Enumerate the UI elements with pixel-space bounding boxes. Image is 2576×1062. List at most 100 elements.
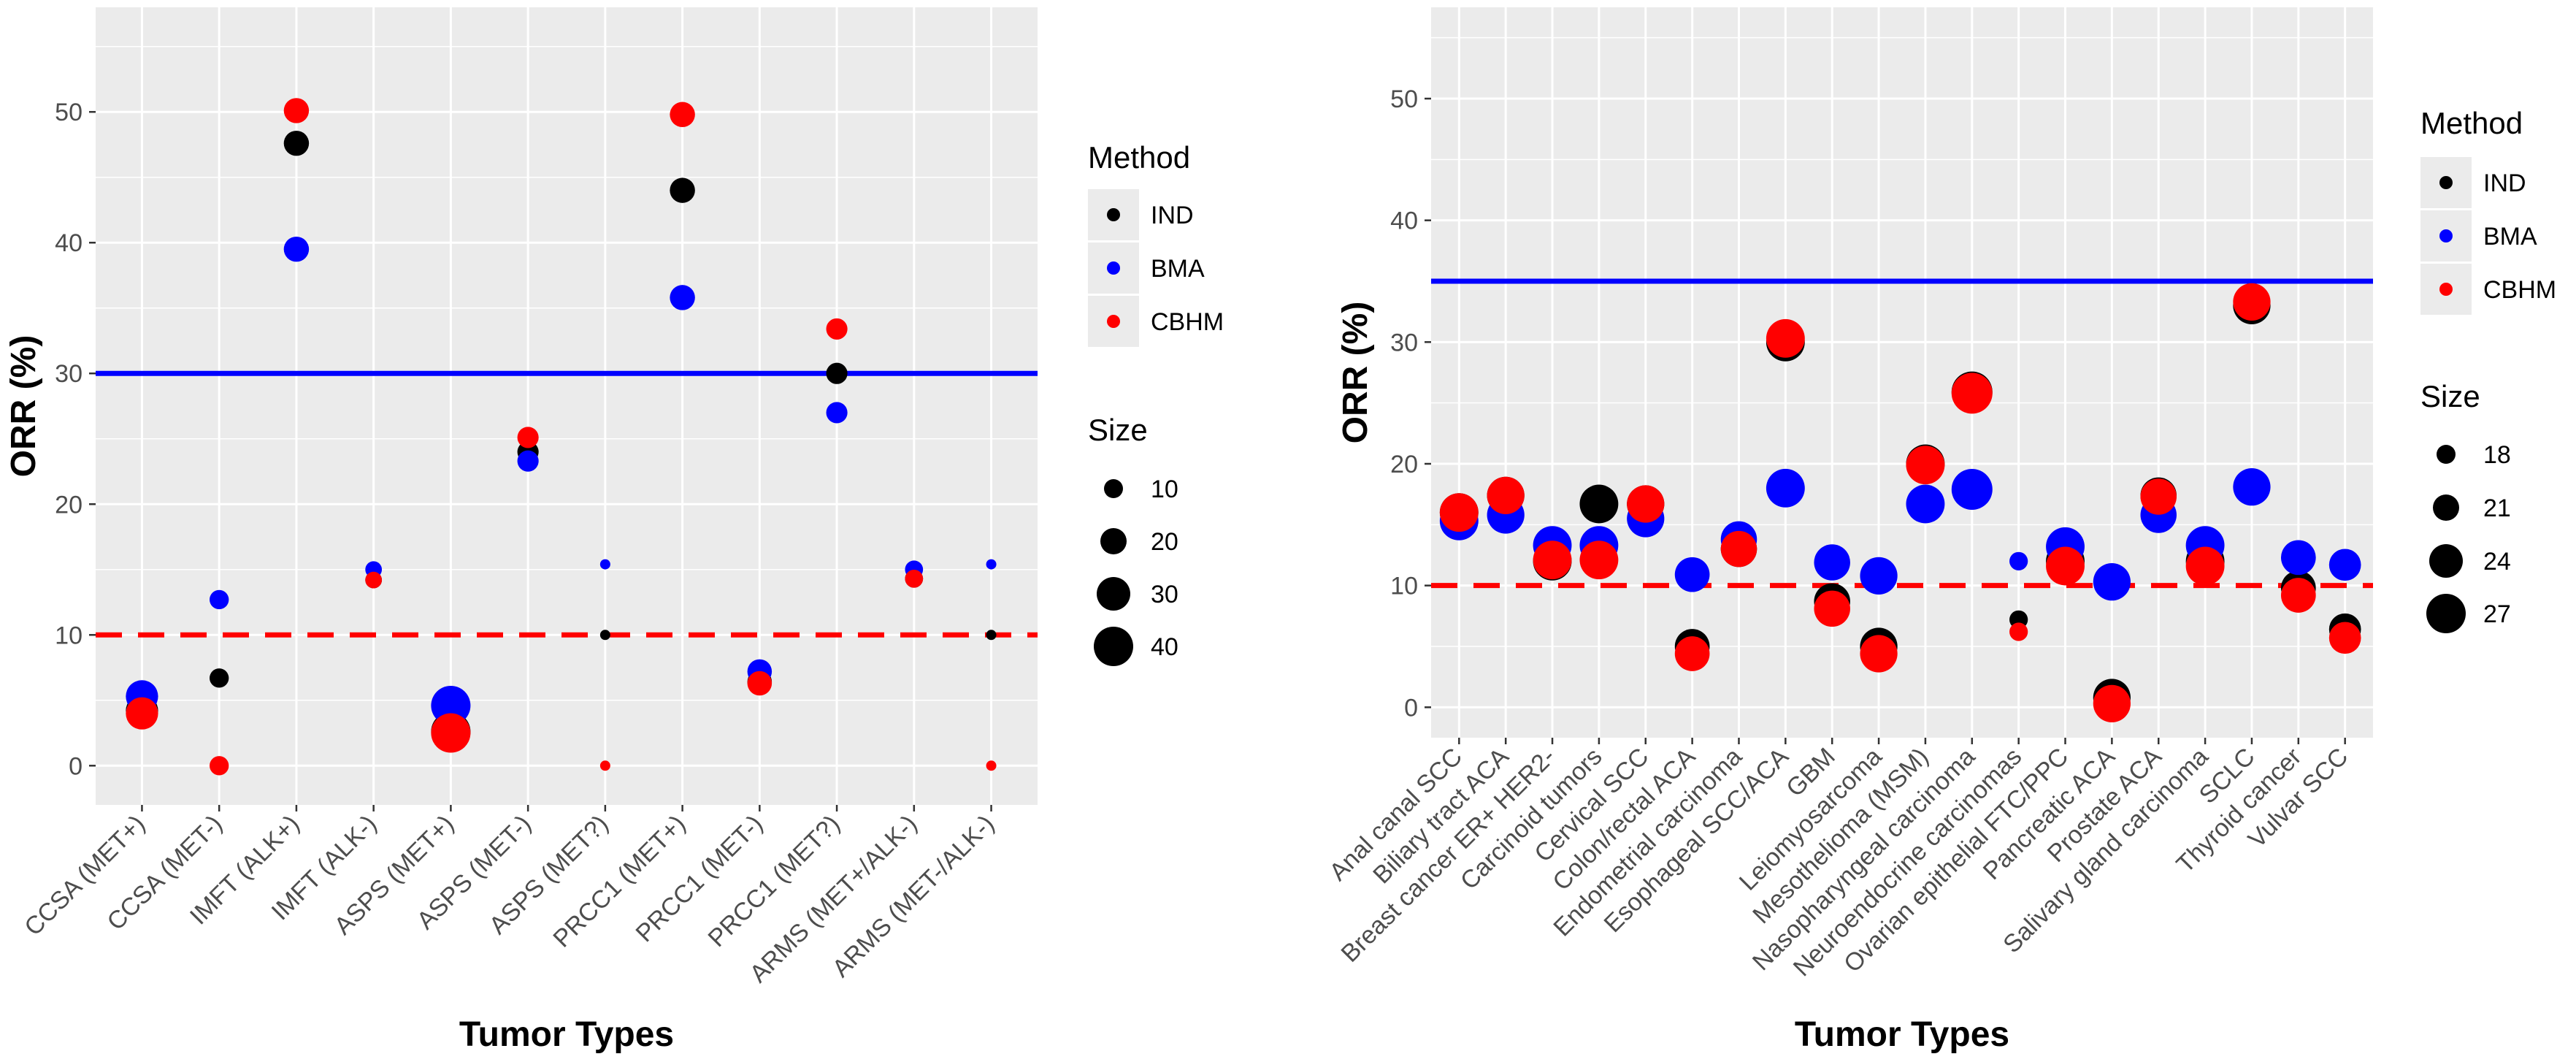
point-BMA [2233, 468, 2271, 506]
point-BMA [1674, 557, 1710, 592]
legend-label-IND: IND [2483, 169, 2526, 197]
point-CBHM [517, 427, 539, 448]
legend-size-dot [2429, 544, 2463, 578]
legend-label-IND: IND [1151, 202, 1194, 229]
point-CBHM [1951, 373, 1993, 414]
point-CBHM [1627, 485, 1665, 523]
point-CBHM [1533, 540, 1572, 580]
plot-panel [96, 7, 1038, 805]
point-BMA [670, 285, 695, 310]
series-CBHM [1439, 283, 2361, 722]
point-BMA [431, 685, 471, 725]
point-CBHM [905, 569, 924, 588]
point-BMA [2280, 540, 2316, 576]
legend-label-CBHM: CBHM [2483, 276, 2556, 304]
legend-size-label: 30 [1151, 581, 1178, 608]
point-BMA [2009, 551, 2028, 570]
point-BMA [517, 450, 539, 472]
y-tick-label: 20 [1390, 451, 1418, 478]
legend-dot-BMA [1107, 261, 1120, 275]
legend-size-dot [1097, 577, 1130, 611]
point-BMA [1814, 544, 1850, 581]
legend-size-label: 21 [2483, 494, 2511, 522]
legend-size-dot [2433, 494, 2459, 521]
point-CBHM [283, 98, 310, 123]
point-CBHM [1766, 318, 1805, 358]
point-BMA [1766, 468, 1805, 508]
point-CBHM [2093, 684, 2131, 722]
point-CBHM [747, 671, 773, 696]
point-CBHM [599, 760, 610, 771]
y-tick-label: 0 [69, 752, 83, 780]
point-CBHM [1487, 476, 1525, 514]
x-axis-title: Tumor Types [1795, 1015, 2009, 1054]
point-BMA [283, 236, 310, 262]
x-tick-label: PRCC1 (MET+) [548, 810, 691, 953]
legend-size-dot [2426, 594, 2466, 633]
point-CBHM [1720, 530, 1757, 568]
plot-panel [1431, 7, 2373, 738]
legend-method-title: Method [2420, 106, 2523, 140]
legend-size-label: 20 [1151, 528, 1178, 556]
point-CBHM [2185, 546, 2225, 586]
y-tick-label: 0 [1404, 694, 1418, 722]
legend-dot-CBHM [2439, 283, 2453, 296]
point-IND [1579, 484, 1619, 524]
point-CBHM [210, 756, 229, 776]
legend-size-label: 27 [2483, 600, 2511, 628]
legend-size-label: 24 [2483, 548, 2511, 576]
y-tick-label: 50 [1390, 85, 1418, 113]
point-CBHM [2233, 283, 2271, 321]
point-BMA [2328, 549, 2361, 581]
point-BMA [826, 402, 848, 424]
point-BMA [1860, 557, 1898, 595]
point-CBHM [670, 102, 695, 128]
y-tick-label: 30 [1390, 329, 1418, 356]
point-CBHM [365, 571, 383, 589]
legend-size-title: Size [2420, 379, 2480, 413]
legend-dot-IND [1107, 208, 1120, 221]
legend-size-dot [1100, 528, 1127, 554]
point-CBHM [1860, 635, 1898, 673]
legend-size-label: 18 [2483, 441, 2511, 469]
point-BMA [1906, 484, 1945, 524]
point-IND [599, 630, 610, 641]
point-CBHM [2280, 578, 2316, 613]
point-CBHM [1814, 590, 1850, 627]
y-tick-label: 10 [55, 622, 83, 649]
point-BMA [986, 559, 997, 570]
legend-dot-BMA [2439, 229, 2453, 242]
point-CBHM [1439, 493, 1479, 532]
x-tick-label: PRCC1 (MET?) [703, 810, 846, 952]
legend-size-dot [2437, 445, 2456, 464]
point-BMA [1951, 469, 1993, 510]
point-IND [826, 362, 848, 384]
point-IND [210, 668, 229, 688]
y-axis-title: ORR (%) [1336, 302, 1375, 444]
y-tick-label: 40 [1390, 207, 1418, 235]
y-tick-label: 50 [55, 99, 83, 126]
y-tick-label: 30 [55, 360, 83, 388]
point-CBHM [826, 318, 848, 340]
point-IND [986, 630, 997, 641]
legend-size-dot [1104, 479, 1123, 498]
series-CBHM [126, 98, 997, 776]
legend-size-dot [1094, 627, 1133, 666]
y-axis-title: ORR (%) [4, 335, 43, 478]
legend-label-CBHM: CBHM [1151, 308, 1224, 336]
legend-label-BMA: BMA [1151, 255, 1205, 283]
point-CBHM [2140, 478, 2177, 515]
y-tick-label: 40 [55, 229, 83, 257]
point-IND [283, 130, 310, 156]
y-tick-label: 20 [55, 491, 83, 519]
legend-size-title: Size [1088, 413, 1148, 447]
point-BMA [599, 559, 610, 570]
point-IND [670, 177, 695, 203]
x-axis-title: Tumor Types [459, 1015, 674, 1054]
legend-dot-IND [2439, 176, 2453, 189]
point-CBHM [1674, 636, 1710, 671]
